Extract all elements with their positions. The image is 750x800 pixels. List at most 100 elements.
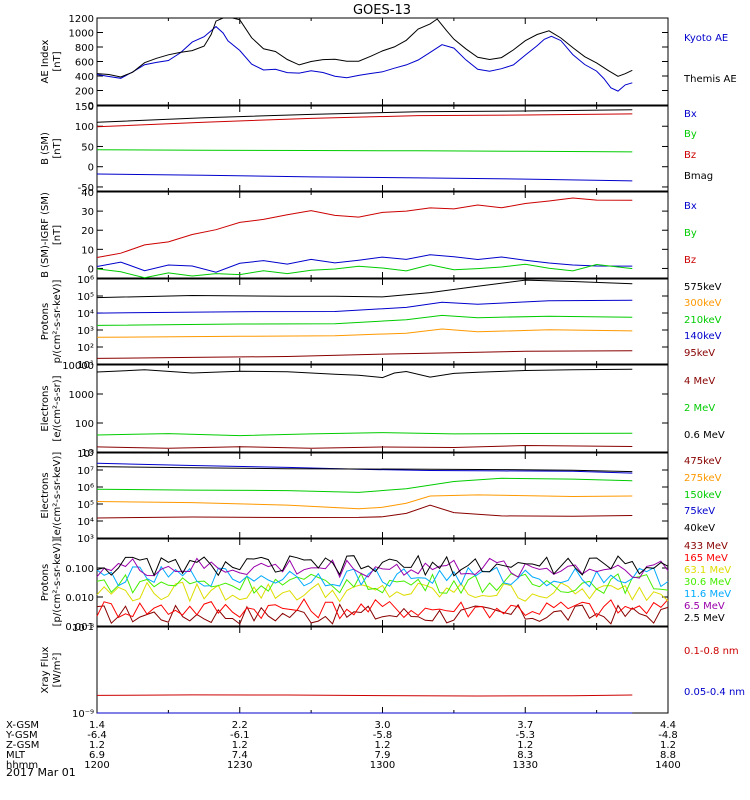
legend-entry: By xyxy=(684,129,697,140)
y-tick-label: 10⁴ xyxy=(77,309,94,320)
legend-entry: 275keV xyxy=(684,473,722,484)
x-tick-value: -5.8 xyxy=(373,730,393,741)
legend-entry: 150keV xyxy=(684,490,722,501)
legend-entry: Kyoto AE xyxy=(684,33,728,44)
x-tick-value: -6.1 xyxy=(230,730,250,741)
x-row-label: Z-GSM xyxy=(6,740,39,751)
x-tick-value: 1.2 xyxy=(375,740,391,751)
series-line-by xyxy=(96,149,633,153)
series-line-275kev xyxy=(96,494,633,510)
legend-entry: By xyxy=(684,228,697,239)
y-tick-label: 600 xyxy=(75,58,94,69)
panel-frame xyxy=(96,626,669,714)
legend-entry: 165 MeV xyxy=(684,553,728,564)
series-line-bx xyxy=(96,254,633,273)
legend-entry: Bx xyxy=(684,109,697,120)
series-line-4-mev xyxy=(96,444,633,449)
series-line-11-6-mev xyxy=(96,565,669,588)
plot-title: GOES-13 xyxy=(353,3,411,18)
x-tick-value: 7.9 xyxy=(375,750,391,761)
y-axis-label: Electrons xyxy=(40,385,51,431)
legend-entry: 95keV xyxy=(684,348,715,359)
legend-entry: 0.1-0.8 nm xyxy=(684,646,739,657)
x-tick-value: 4.4 xyxy=(660,720,676,731)
series-line-by xyxy=(96,263,633,279)
legend-entry: 63.1 MeV xyxy=(684,565,731,576)
series-line-2-5-mev xyxy=(96,554,669,577)
series-line-140kev xyxy=(96,299,633,314)
x-tick-value: 1.2 xyxy=(89,740,105,751)
legend-entry: 0.6 MeV xyxy=(684,430,725,441)
y-axis-label: Protons xyxy=(40,303,51,340)
x-row-label: X-GSM xyxy=(6,720,39,731)
panel-bsm: -50 0 50 100 150 B (SM) [nT] Bx By Bz Bmag xyxy=(40,102,713,194)
series-line-40kev xyxy=(96,466,633,473)
y-axis-label: [nT] xyxy=(52,51,63,71)
x-tick-value: 1230 xyxy=(227,760,252,771)
x-tick-value: 3.0 xyxy=(375,720,391,731)
x-row-label: MLT xyxy=(6,750,26,761)
legend-entry: 11.6 MeV xyxy=(684,589,731,600)
y-tick-label: 10⁸ xyxy=(77,449,94,460)
y-axis-label: [e/(cm²-s-sr-keV)] xyxy=(52,452,63,540)
y-tick-label: 0 xyxy=(88,101,94,112)
x-tick-value: 1300 xyxy=(370,760,395,771)
x-tick-value: 8.8 xyxy=(660,750,676,761)
y-tick-label: 1000 xyxy=(69,29,94,40)
y-axis-label: Electrons xyxy=(40,472,51,518)
x-tick-value: -4.8 xyxy=(658,730,678,741)
panel-protons_high: 0.001 0.010 0.100 Protons [p/(cm²-s-sr-keV)]… xyxy=(40,538,731,633)
x-tick-value: 1.4 xyxy=(89,720,105,731)
y-tick-label: 10² xyxy=(77,343,94,354)
panel-xray: 10⁻⁹ 10⁻⁸ Xray Flux [W/m²] 0.1-0.8 nm 0.05-0.… xyxy=(40,623,745,720)
series-line-30-6-mev xyxy=(96,572,669,595)
legend-entry: 4 MeV xyxy=(684,376,715,387)
x-row-label: Y-GSM xyxy=(5,730,38,741)
y-tick-label: -50 xyxy=(78,183,94,194)
y-tick-label: 100 xyxy=(75,419,94,430)
y-tick-label: 10⁻⁸ xyxy=(72,623,94,634)
series-line-165-mev xyxy=(96,598,669,620)
legend-entry: 2.5 MeV xyxy=(684,613,725,624)
series-line-210kev xyxy=(96,314,633,326)
x-row-label: hhmm xyxy=(6,760,38,771)
series-line-bx xyxy=(96,173,633,182)
y-tick-label: 10¹ xyxy=(77,360,94,371)
series-line-475kev xyxy=(96,504,633,519)
y-tick-label: 10⁶ xyxy=(77,275,94,286)
legend-entry: 30.6 MeV xyxy=(684,577,731,588)
y-tick-label: 10 xyxy=(81,448,94,459)
y-tick-label: 10000 xyxy=(62,361,94,372)
legend-entry: Bz xyxy=(684,150,696,161)
series-line-themis-ae xyxy=(96,17,633,78)
legend-entry: 575keV xyxy=(684,282,722,293)
legend-entry: 75keV xyxy=(684,506,715,517)
x-tick-value: 1200 xyxy=(84,760,109,771)
legend-entry: Bz xyxy=(684,255,696,266)
y-tick-label: 10 xyxy=(81,245,94,256)
y-axis-label: p/(cm²-s-sr-keV)] xyxy=(52,280,63,364)
legend-entry: 300keV xyxy=(684,298,722,309)
y-tick-label: 0 xyxy=(88,163,94,174)
legend-entry: 140keV xyxy=(684,331,722,342)
panel-electrons_int: 10 100 1000 10000 Electrons [e/(cm²-s-sr)] 4 M… xyxy=(40,361,725,459)
y-axis-label: Xray Flux xyxy=(40,646,51,693)
series-line-150kev xyxy=(96,477,633,493)
y-axis-label: [W/m²] xyxy=(52,652,63,687)
series-line-bmag xyxy=(96,109,633,123)
y-axis-label: Protons xyxy=(40,564,51,601)
y-axis-label: B (SM) xyxy=(40,132,51,165)
x-tick-value: 6.9 xyxy=(89,750,105,761)
y-tick-label: 10⁴ xyxy=(77,517,94,528)
y-tick-label: 10³ xyxy=(77,534,94,545)
series-line-0-1-0-8-nm xyxy=(96,694,633,697)
panel-protons_low: 10¹ 10² 10³ 10⁴ 10⁵ 10⁶ Protons p/(cm²-s-sr-keV… xyxy=(40,275,722,371)
panel-electrons_diff: 10³ 10⁴ 10⁵ 10⁶ 10⁷ 10⁸ Electrons [e/(cm²-s-sr-… xyxy=(40,449,722,545)
y-tick-label: 200 xyxy=(75,87,94,98)
y-tick-label: 150 xyxy=(75,102,94,113)
y-tick-label: 0.010 xyxy=(65,593,94,604)
y-tick-label: 30 xyxy=(81,207,94,218)
y-tick-label: 0.100 xyxy=(65,564,94,575)
